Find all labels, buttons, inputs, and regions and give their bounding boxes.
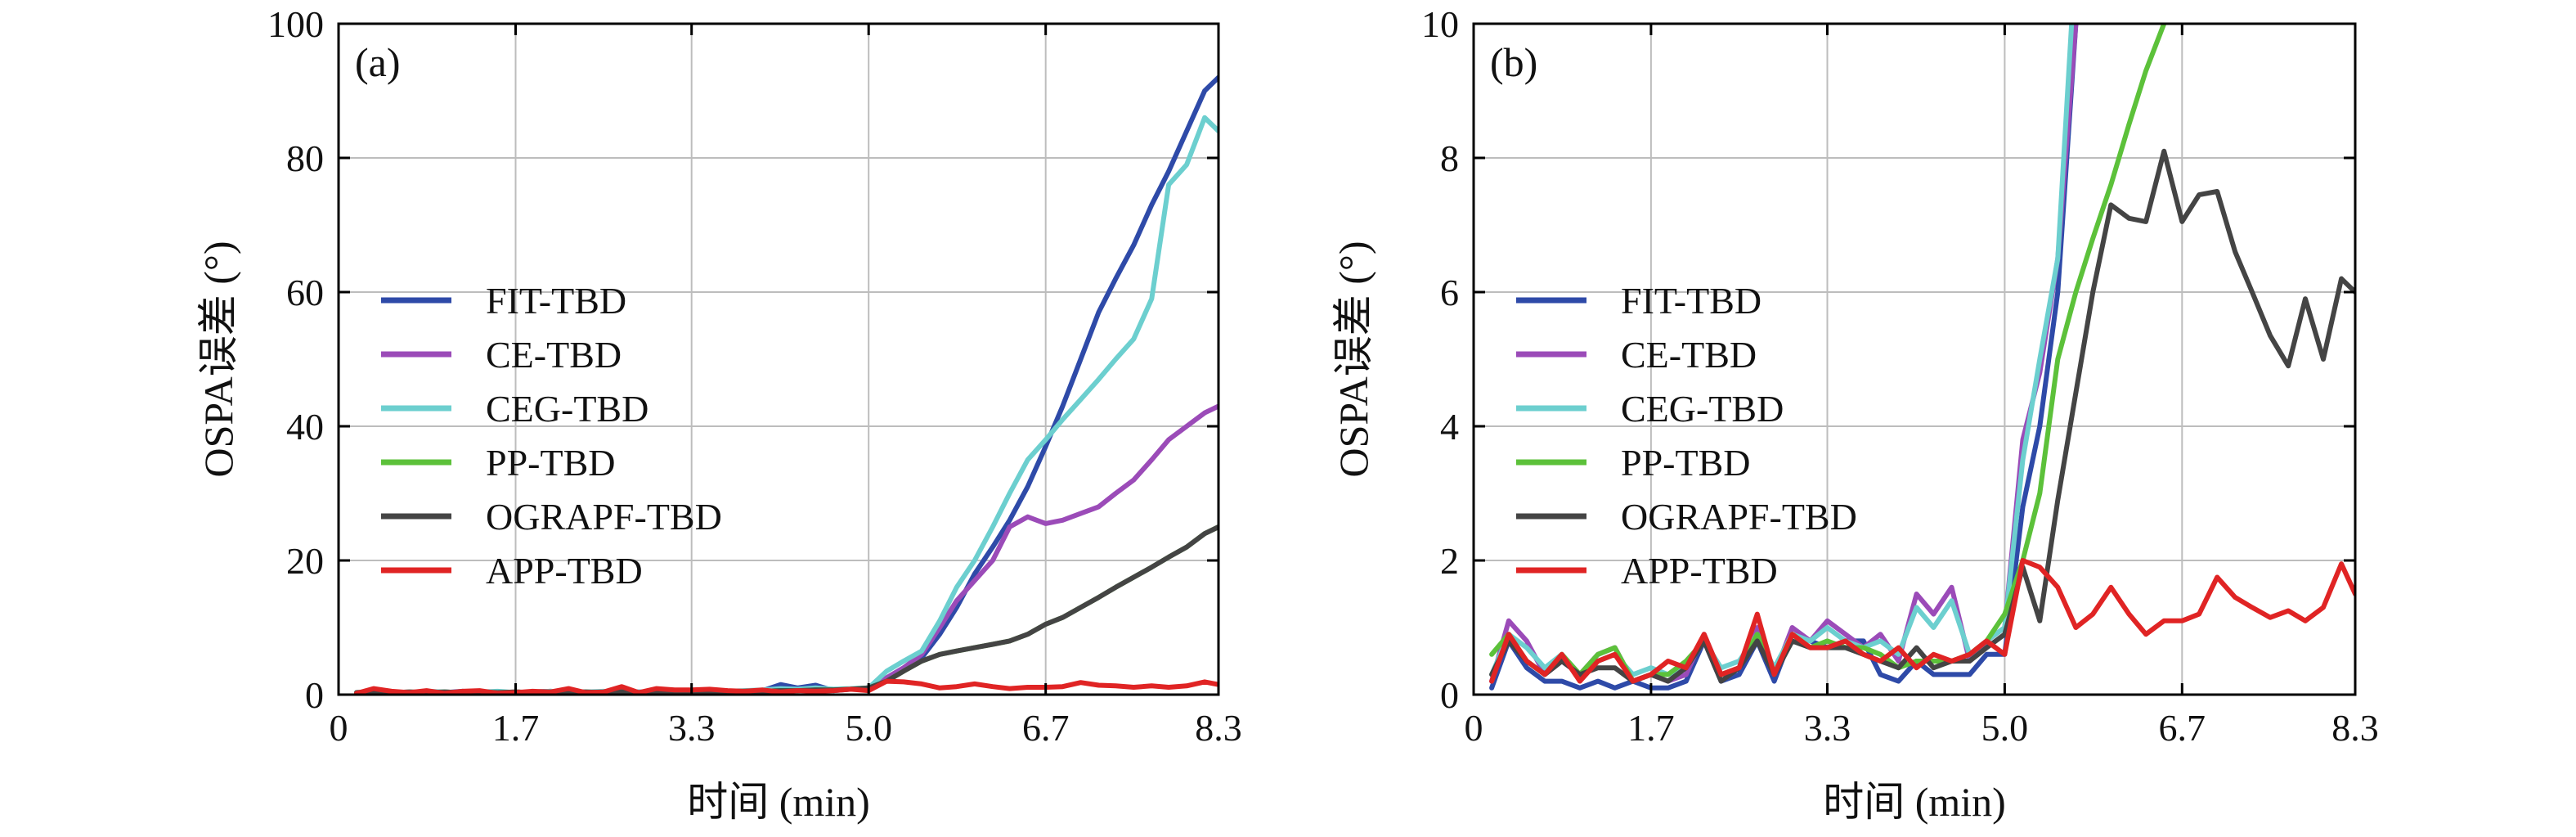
x-tick-label: 3.3 [668, 707, 716, 749]
series-line-app-tbd [1489, 558, 2355, 684]
legend-item: OGRAPF-TBD [1516, 496, 1857, 538]
legend-item: CE-TBD [381, 334, 622, 376]
legend-item: APP-TBD [1516, 550, 1778, 592]
series-line-pp-tbd [1489, 24, 2167, 684]
chart-panel-a: 0 1.7 3.3 5.0 6.7 8.3 0 20 40 60 80 100 时间 (min) OSPA… [195, 3, 1242, 825]
axis-frame [337, 22, 1220, 696]
axis-ticks: 0 1.7 3.3 5.0 6.7 8.3 0 20 40 60 80 100 [267, 3, 1242, 749]
legend-item: PP-TBD [381, 442, 615, 484]
legend-item: APP-TBD [381, 550, 643, 592]
y-tick-label: 0 [305, 674, 324, 716]
x-axis-label: 时间 (min) [687, 779, 870, 825]
x-axis-label: 时间 (min) [1823, 779, 2006, 825]
legend-item: OGRAPF-TBD [381, 496, 722, 538]
grid-lines [1474, 24, 2355, 695]
series-lines [354, 74, 1218, 695]
legend-item: FIT-TBD [1516, 280, 1761, 322]
x-tick-label: 1.7 [1627, 707, 1675, 749]
legend: FIT-TBD CE-TBD CEG-TBD PP-TBD OGRAPF-TBD APP-… [1516, 280, 1857, 592]
y-tick-label: 20 [286, 540, 324, 582]
y-axis-label: OSPA误差 (°) [1331, 241, 1376, 477]
legend-label: OGRAPF-TBD [486, 496, 722, 538]
y-tick-label: 0 [1440, 674, 1459, 716]
legend: FIT-TBD CE-TBD CEG-TBD PP-TBD OGRAPF-TBD APP-… [381, 280, 722, 592]
series-lines [1489, 24, 2355, 691]
x-tick-label: 8.3 [2331, 707, 2379, 749]
legend-item: CEG-TBD [381, 388, 648, 430]
legend-label: PP-TBD [1621, 442, 1750, 484]
legend-label: CEG-TBD [1621, 388, 1784, 430]
y-axis-label: OSPA误差 (°) [195, 241, 241, 477]
legend-label: CE-TBD [1621, 334, 1757, 376]
x-tick-label: 6.7 [1022, 707, 1070, 749]
x-tick-label: 3.3 [1804, 707, 1851, 749]
panel-label: (a) [355, 39, 401, 85]
y-tick-label: 10 [1421, 3, 1459, 45]
legend-label: PP-TBD [486, 442, 615, 484]
series-line-ceg-tbd [1489, 24, 2075, 677]
panel-label: (b) [1490, 39, 1537, 85]
chart-panel-b: 0 1.7 3.3 5.0 6.7 8.3 0 2 4 6 8 10 时间 (min) OSPA误差 (°… [1331, 3, 2379, 825]
x-tick-label: 8.3 [1195, 707, 1242, 749]
y-tick-label: 60 [286, 272, 324, 313]
grid-lines [339, 24, 1218, 695]
y-tick-label: 40 [286, 406, 324, 448]
legend-item: FIT-TBD [381, 280, 626, 322]
y-tick-label: 80 [286, 137, 324, 179]
y-tick-label: 6 [1440, 272, 1459, 313]
x-tick-label: 0 [1465, 707, 1483, 749]
axis-ticks: 0 1.7 3.3 5.0 6.7 8.3 0 2 4 6 8 10 [1421, 3, 2379, 749]
axis-frame [1472, 22, 2357, 696]
x-tick-label: 1.7 [492, 707, 540, 749]
y-tick-label: 100 [267, 3, 324, 45]
legend-label: APP-TBD [1621, 550, 1778, 592]
y-tick-label: 4 [1440, 406, 1459, 448]
x-tick-label: 6.7 [2159, 707, 2206, 749]
legend-item: PP-TBD [1516, 442, 1750, 484]
x-tick-label: 5.0 [1981, 707, 2029, 749]
legend-label: CE-TBD [486, 334, 622, 376]
x-tick-label: 0 [330, 707, 348, 749]
legend-item: CE-TBD [1516, 334, 1757, 376]
x-tick-label: 5.0 [845, 707, 892, 749]
series-line-app-tbd [354, 678, 1218, 695]
y-tick-label: 2 [1440, 540, 1459, 582]
legend-label: FIT-TBD [486, 280, 626, 322]
legend-item: CEG-TBD [1516, 388, 1784, 430]
legend-label: CEG-TBD [486, 388, 648, 430]
legend-label: APP-TBD [486, 550, 643, 592]
legend-label: OGRAPF-TBD [1621, 496, 1857, 538]
y-tick-label: 8 [1440, 137, 1459, 179]
legend-label: FIT-TBD [1621, 280, 1761, 322]
